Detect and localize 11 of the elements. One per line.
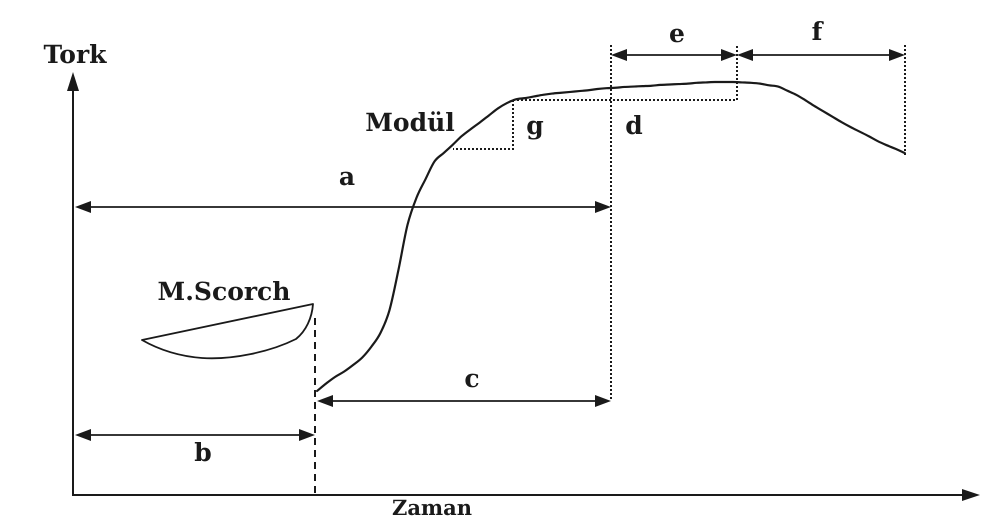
text: f — [812, 17, 825, 46]
annotation: Modül — [365, 108, 455, 137]
annotation: d — [625, 111, 643, 140]
annotation: g — [526, 111, 544, 140]
text: e — [669, 19, 685, 48]
annotation: M.Scorch — [158, 277, 290, 306]
annotation: a — [338, 162, 356, 191]
x-axis-title: Zaman — [392, 495, 472, 518]
y-axis-title: Tork — [44, 40, 108, 69]
annotation: c — [464, 364, 480, 393]
annotation: b — [194, 438, 212, 467]
